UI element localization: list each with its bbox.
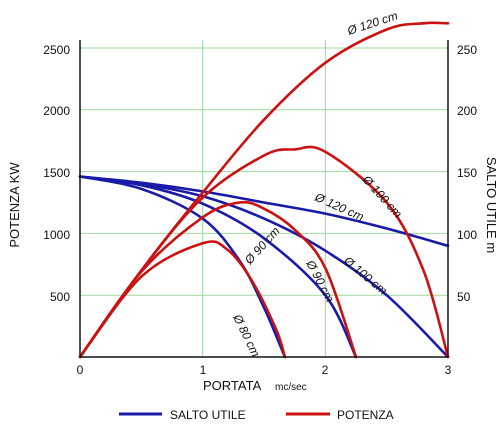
x-axis-title: PORTATA [203, 378, 262, 393]
y-left-axis-title: POTENZA KW [7, 162, 22, 248]
y-right-tick-label: 50 [457, 290, 471, 304]
curve-label: Ø 80 cm [230, 311, 263, 359]
curves [78, 21, 450, 359]
x-tick-label: 3 [445, 363, 452, 377]
curve-label: Ø 120 cm [312, 190, 366, 224]
y-right-tick-label: 150 [457, 166, 477, 180]
x-tick-label: 2 [322, 363, 329, 377]
y-left-tick-label: 500 [50, 290, 70, 304]
salto-curve-80 [78, 175, 287, 359]
curve-label: Ø 120 cm [345, 8, 400, 38]
salto-curve-90 [78, 175, 358, 359]
curve-label: Ø 100 cm [359, 172, 405, 221]
x-tick-label: 0 [77, 363, 84, 377]
potenza-curve-80 [78, 240, 287, 359]
potenza-curve-90 [78, 200, 358, 359]
curve-label: Ø 90 cm [241, 224, 282, 268]
y-right-tick-label: 200 [457, 104, 477, 118]
y-left-tick-labels: 500 1000 1500 2000 2500 [43, 43, 70, 304]
legend: SALTO UTILE POTENZA [119, 408, 394, 422]
y-right-axis-title: SALTO UTILE m [484, 157, 498, 253]
y-right-tick-label: 250 [457, 43, 477, 57]
legend-label-salto: SALTO UTILE [170, 408, 246, 422]
grid [80, 40, 448, 357]
x-tick-label: 1 [200, 363, 207, 377]
curve-label: Ø 100 cm [340, 253, 390, 298]
y-left-tick-label: 1000 [43, 228, 70, 242]
y-left-tick-label: 1500 [43, 166, 70, 180]
x-axis-unit: mc/sec [275, 382, 307, 393]
y-right-tick-label: 100 [457, 228, 477, 242]
curve-labels: Ø 120 cm Ø 100 cm Ø 120 cm Ø 100 cm Ø 90… [230, 8, 405, 359]
x-tick-labels: 0 1 2 3 [77, 363, 452, 377]
legend-label-potenza: POTENZA [337, 408, 394, 422]
potenza-curve-100 [78, 145, 450, 359]
y-left-tick-label: 2000 [43, 104, 70, 118]
axes [79, 40, 449, 358]
y-right-tick-labels: 50 100 150 200 250 [457, 43, 477, 304]
y-left-tick-label: 2500 [43, 43, 70, 57]
